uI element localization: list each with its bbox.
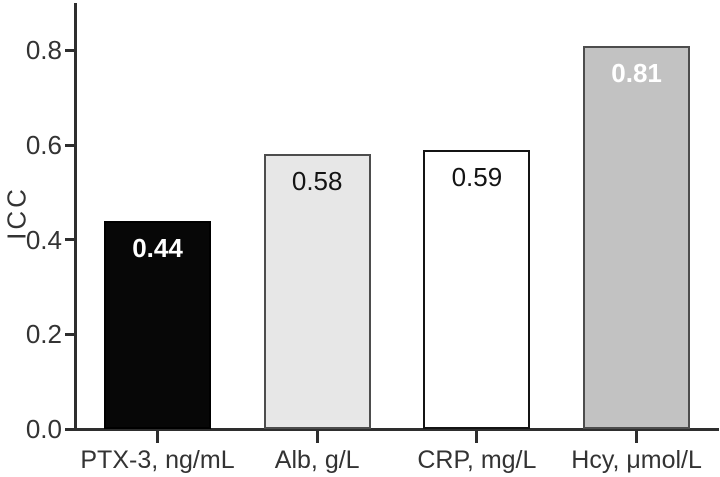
y-tick	[65, 238, 76, 242]
x-axis-label: CRP, mg/L	[417, 446, 537, 474]
x-tick	[635, 431, 639, 443]
bar-value-label: 0.58	[291, 166, 343, 197]
y-tick	[65, 332, 76, 336]
x-tick	[475, 431, 479, 443]
x-axis-label: PTX-3, ng/mL	[80, 446, 235, 474]
x-axis-label: Hcy, μmol/L	[571, 446, 702, 474]
bar: 0.59	[423, 149, 531, 429]
y-axis-line	[74, 3, 77, 429]
bar: 0.81	[583, 45, 691, 429]
y-tick-label: 0.6	[25, 130, 62, 160]
x-axis-line	[66, 428, 719, 431]
x-tick	[315, 431, 319, 443]
bar-value-label: 0.81	[611, 57, 662, 88]
y-tick	[65, 427, 76, 431]
y-tick-label: 0.8	[25, 35, 62, 66]
y-tick-label: 0.2	[25, 319, 62, 350]
bar: 0.44	[104, 220, 211, 429]
x-tick	[156, 431, 159, 443]
y-tick-label: 0.0	[25, 414, 62, 444]
y-tick-label: 0.4	[25, 224, 62, 255]
bar: 0.58	[263, 154, 371, 429]
bar-value-label: 0.59	[451, 161, 503, 192]
y-tick	[65, 143, 76, 147]
x-axis-label: Alb, g/L	[274, 446, 360, 474]
bar-value-label: 0.44	[132, 232, 183, 263]
y-tick	[65, 48, 76, 52]
